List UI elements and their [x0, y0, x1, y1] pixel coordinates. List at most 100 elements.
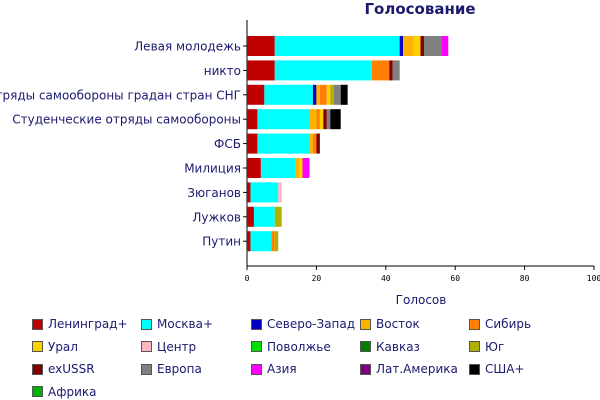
legend-label: Лат.Америка — [376, 362, 458, 376]
bar-segment — [330, 84, 334, 105]
legend-swatch — [360, 341, 371, 352]
bar-segment — [250, 231, 272, 252]
bar-segment — [392, 60, 400, 81]
legend-swatch — [251, 341, 262, 352]
legend-item: Сибирь — [469, 316, 531, 332]
bar-segment — [257, 109, 310, 130]
legend-swatch — [32, 363, 43, 375]
legend-item: Европа — [141, 361, 202, 377]
bar-segment — [413, 36, 421, 56]
legend-item: Москва+ — [141, 316, 213, 332]
bar-segment — [247, 206, 254, 227]
chart-title: Голосование — [364, 0, 475, 18]
bar-chart: Голосование Левая молодежь никто Отряды са… — [0, 0, 600, 307]
x-tick-label: 0 — [245, 274, 250, 283]
legend-swatch — [469, 318, 480, 330]
category-label: Левая молодежь — [134, 40, 241, 54]
bar-segment — [326, 109, 331, 130]
legend-swatch — [251, 318, 262, 330]
bar-segment — [312, 84, 317, 105]
x-tick-label: 20 — [312, 274, 322, 283]
legend-item: Лат.Америка — [360, 361, 458, 377]
bar-segment — [247, 231, 251, 252]
legend-swatch — [141, 341, 152, 352]
legend-item: США+ — [469, 361, 524, 377]
legend-item: Ленинград+ — [32, 316, 128, 332]
bar-segment — [274, 60, 372, 81]
bar-segment — [330, 109, 341, 130]
category-label: Отряды самообороны градан стран СНГ — [0, 88, 241, 102]
legend-swatch — [32, 386, 43, 397]
legend-swatch — [251, 363, 262, 375]
legend-swatch — [141, 363, 152, 375]
bar-segment — [326, 84, 331, 105]
bar-segment — [250, 182, 279, 203]
bar-segment — [247, 182, 251, 203]
bar-segment — [333, 84, 341, 105]
legend-label: Восток — [376, 317, 420, 331]
bar-segment — [264, 84, 313, 105]
legend-item: Азия — [251, 361, 297, 377]
legend-swatch — [32, 341, 43, 352]
x-tick-label: 100 — [587, 274, 600, 283]
legend-swatch — [469, 341, 480, 352]
legend-item: Африка — [32, 384, 97, 400]
category-label: никто — [204, 64, 241, 78]
bar-segment — [312, 133, 317, 154]
category-label: ФСБ — [214, 137, 241, 151]
legend-item: Урал — [32, 339, 78, 355]
bar-segment — [316, 84, 320, 105]
bar-segment — [323, 109, 327, 130]
bar-segment — [389, 60, 393, 81]
bar-segment — [371, 60, 390, 81]
legend-swatch — [360, 363, 371, 375]
x-tick-label: 80 — [520, 274, 530, 283]
bar-segment — [274, 231, 279, 252]
bar-segment — [309, 109, 317, 130]
legend-label: Поволжье — [267, 339, 331, 354]
x-tick-label: 40 — [381, 274, 391, 283]
bar-segment — [299, 158, 303, 178]
legend-label: Урал — [48, 339, 78, 354]
legend-item: Центр — [141, 339, 196, 355]
legend-label: Африка — [48, 384, 97, 399]
bar-segment — [319, 84, 327, 105]
bar-segment — [247, 158, 261, 178]
bar-segment — [423, 36, 442, 56]
legend-swatch — [32, 318, 43, 330]
x-axis-label: Голосов — [396, 293, 447, 307]
category-label: Милиция — [184, 162, 241, 176]
legend-swatch — [469, 363, 480, 375]
legend-label: Сибирь — [485, 317, 532, 331]
category-label: Лужков — [192, 210, 241, 224]
legend-label: Северо-Запад — [267, 317, 356, 331]
legend-label: Центр — [157, 339, 197, 354]
category-label: Студенческие отряды самообороны — [12, 113, 241, 127]
legend-label: exUSSR — [48, 362, 95, 376]
legend-label: Кавказ — [376, 339, 420, 354]
legend-item: Юг — [469, 339, 504, 355]
bar-segment — [278, 182, 282, 203]
x-tick-label: 60 — [450, 274, 460, 283]
legend-label: Юг — [485, 339, 505, 354]
bar-segment — [247, 109, 258, 130]
legend-item: Поволжье — [251, 339, 331, 355]
legend-swatch — [360, 318, 371, 330]
legend-label: США+ — [485, 362, 525, 376]
bar-segment — [260, 158, 296, 178]
legend-item: Восток — [360, 316, 420, 332]
bar-segment — [441, 36, 449, 56]
bar-segment — [309, 133, 313, 154]
bar-segment — [247, 84, 265, 105]
bar-segment — [403, 36, 414, 56]
bar-segment — [271, 231, 275, 252]
bar-segment — [253, 206, 275, 227]
category-label: Зюганов — [187, 186, 241, 200]
legend-item: Кавказ — [360, 339, 420, 355]
bar-segment — [319, 109, 324, 130]
bar-segment — [399, 36, 404, 56]
bar-segment — [316, 109, 320, 130]
bar-segment — [247, 133, 258, 154]
legend-label: Азия — [267, 362, 297, 376]
legend-item: Северо-Запад — [251, 316, 355, 332]
